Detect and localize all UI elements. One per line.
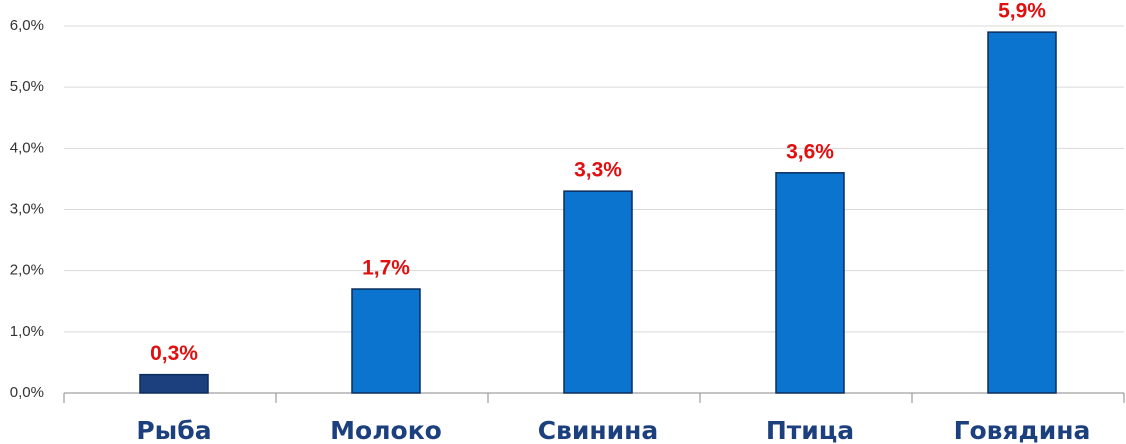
x-tick-label: Говядина: [954, 416, 1091, 444]
y-tick-label: 4,0%: [10, 139, 44, 156]
value-label: 1,7%: [362, 257, 410, 280]
y-tick-label: 5,0%: [10, 78, 44, 95]
bar: [139, 373, 209, 394]
value-label: 3,6%: [786, 140, 834, 163]
bar: [987, 31, 1057, 394]
x-tick-label: Молоко: [330, 416, 442, 444]
y-tick-label: 3,0%: [10, 200, 44, 217]
value-label: 0,3%: [150, 342, 198, 365]
y-tick-label: 1,0%: [10, 323, 44, 340]
x-tick-label: Птица: [766, 416, 854, 444]
value-label: 5,9%: [998, 0, 1046, 23]
bar: [775, 172, 845, 394]
y-tick-label: 2,0%: [10, 262, 44, 279]
x-tick-label: Свинина: [538, 416, 659, 444]
y-tick-label: 0,0%: [10, 384, 44, 401]
value-label: 3,3%: [574, 159, 622, 182]
y-tick-label: 6,0%: [10, 17, 44, 34]
bar: [563, 190, 633, 394]
x-tick-label: Рыба: [136, 416, 211, 444]
bar: [351, 288, 421, 394]
